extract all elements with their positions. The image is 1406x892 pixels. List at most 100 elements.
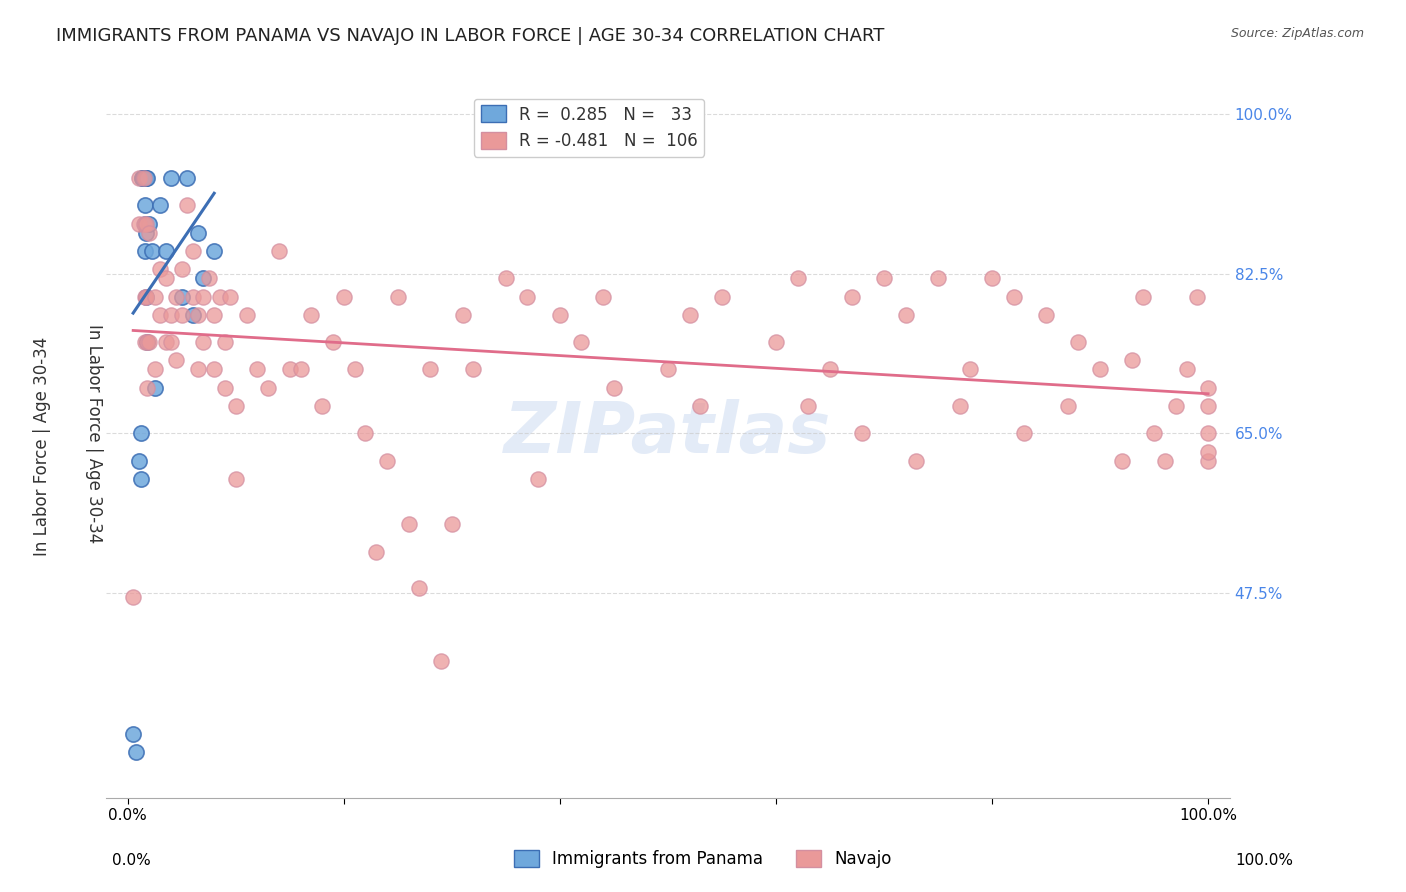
Point (131, 170, 153, 185)
Point (135, 289, 157, 303)
Point (132, 170, 155, 185)
Point (165, 289, 187, 303)
Point (1088, 362, 1111, 376)
Point (548, 308, 571, 322)
Point (131, 170, 153, 185)
Point (841, 289, 863, 303)
Point (181, 244, 204, 258)
Point (343, 362, 366, 376)
Point (122, 727, 145, 741)
Point (208, 289, 231, 303)
Point (155, 244, 177, 258)
Point (134, 170, 156, 185)
Point (603, 381, 626, 395)
Point (160, 170, 183, 185)
Point (143, 362, 166, 376)
Point (136, 335, 159, 350)
Point (132, 217, 155, 231)
Point (1056, 399, 1078, 413)
Point (387, 289, 409, 303)
Point (187, 362, 209, 376)
Point (135, 217, 157, 231)
Point (160, 335, 183, 350)
Point (225, 399, 247, 413)
Point (927, 271, 949, 285)
Point (128, 217, 150, 231)
Point (657, 362, 679, 376)
Point (149, 262, 172, 277)
Point (516, 289, 538, 303)
Point (419, 362, 441, 376)
Point (786, 271, 808, 285)
Point (125, 746, 148, 760)
Text: In Labor Force | Age 30-34: In Labor Force | Age 30-34 (34, 336, 51, 556)
Legend: R =  0.285   N =   33, R = -0.481   N =  106: R = 0.285 N = 33, R = -0.481 N = 106 (474, 99, 704, 157)
Point (136, 381, 159, 395)
Point (132, 170, 155, 185)
Point (136, 335, 159, 350)
Text: ZIPatlas: ZIPatlas (505, 399, 831, 467)
Point (135, 226, 157, 240)
Point (134, 335, 156, 350)
Point (235, 308, 257, 322)
Point (1067, 335, 1090, 350)
Point (333, 289, 356, 303)
Point (894, 308, 917, 322)
Point (949, 399, 972, 413)
Point (257, 381, 280, 395)
Point (134, 198, 156, 212)
Point (592, 289, 614, 303)
Point (181, 308, 204, 322)
Point (155, 335, 177, 350)
Point (197, 271, 219, 285)
Point (267, 244, 290, 258)
Point (430, 654, 453, 668)
Point (170, 262, 193, 277)
Point (571, 335, 593, 350)
Point (1014, 426, 1036, 441)
Point (165, 353, 187, 368)
Point (689, 399, 711, 413)
Point (1197, 444, 1219, 458)
Point (170, 308, 193, 322)
Point (366, 545, 388, 559)
Point (128, 170, 150, 185)
Point (134, 170, 156, 185)
Point (311, 399, 333, 413)
Point (187, 308, 209, 322)
Point (1143, 426, 1166, 441)
Point (134, 244, 156, 258)
Point (155, 271, 177, 285)
Point (129, 426, 152, 441)
Point (193, 335, 215, 350)
Point (818, 362, 841, 376)
Point (463, 362, 485, 376)
Point (981, 271, 1004, 285)
Point (138, 226, 160, 240)
Point (138, 335, 160, 350)
Point (1002, 289, 1025, 303)
Point (143, 381, 166, 395)
Point (214, 335, 236, 350)
Point (219, 289, 242, 303)
Point (1121, 353, 1143, 368)
Point (1197, 426, 1219, 441)
Point (135, 289, 157, 303)
Point (181, 289, 204, 303)
Point (495, 271, 517, 285)
Point (246, 362, 269, 376)
Point (1035, 308, 1057, 322)
Point (187, 226, 209, 240)
Point (678, 308, 700, 322)
Point (132, 170, 155, 185)
Point (959, 362, 981, 376)
Y-axis label: In Labor Force | Age 30-34: In Labor Force | Age 30-34 (86, 324, 103, 543)
Text: 100.0%: 100.0% (1236, 854, 1294, 868)
Point (851, 426, 873, 441)
Point (176, 170, 198, 185)
Point (202, 244, 225, 258)
Point (797, 399, 820, 413)
Point (322, 335, 344, 350)
Point (170, 289, 193, 303)
Point (202, 308, 225, 322)
